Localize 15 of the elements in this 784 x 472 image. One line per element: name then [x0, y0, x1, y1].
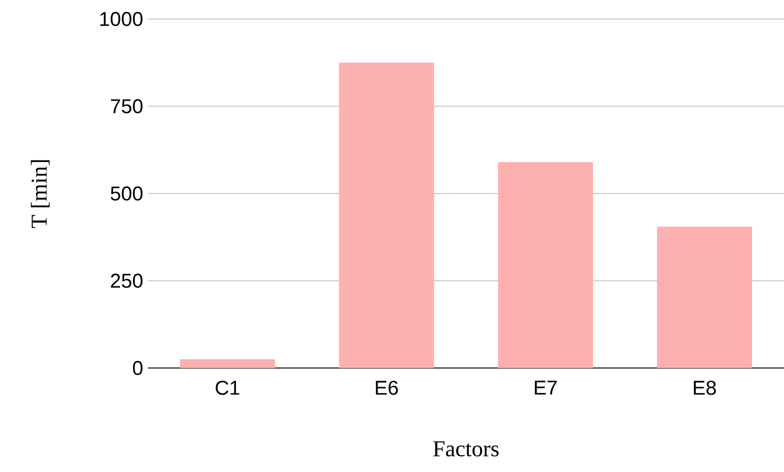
bar	[657, 226, 752, 368]
bar	[180, 359, 276, 368]
y-tick-label: 250	[110, 274, 142, 288]
bar	[339, 62, 434, 368]
y-axis-title: T [min]	[30, 160, 50, 228]
x-tick-label: E8	[694, 380, 716, 395]
y-tick-label: 500	[110, 186, 142, 201]
y-tick-label: 1000	[100, 12, 142, 26]
x-tick-label: C1	[216, 380, 240, 395]
x-tick-label: E7	[534, 380, 557, 394]
x-axis-title: Factors	[433, 441, 499, 456]
x-tick-label: E6	[376, 380, 398, 395]
y-tick-label: 0	[132, 360, 142, 376]
bar	[498, 162, 594, 368]
y-tick-label: 750	[110, 99, 142, 114]
